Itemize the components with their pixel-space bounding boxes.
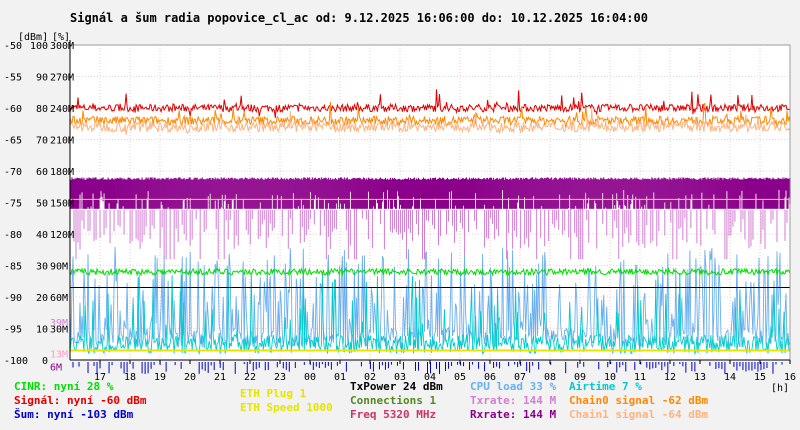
legend-chain0: Chain0 signal -62 dBm — [569, 394, 709, 407]
y-tick-dbm: -55 — [4, 73, 22, 84]
x-tick-label: 21 — [214, 372, 226, 383]
series-airtime — [69, 272, 791, 356]
y-tick-rate: 120M — [50, 230, 74, 241]
x-axis: 17 18 19 20 21 22 23 00 01 02 03 04 05 06 07 08 09 10 11 12… — [94, 360, 796, 383]
x-tick-label: 20 — [184, 372, 196, 383]
y-tick-rate: 300M — [50, 41, 74, 52]
x-tick-label: 03 — [394, 372, 406, 383]
series-line — [69, 109, 791, 135]
y-tick-rate: 240M — [50, 104, 74, 115]
legend-col-1: CINR: nyní 28 % Signál: nyní -60 dBm Šum… — [14, 380, 146, 422]
legend-signal: Signál: nyní -60 dBm — [14, 394, 147, 407]
y-tick-pct: 60 — [36, 167, 48, 178]
y-tick-dbm: -75 — [4, 199, 22, 210]
plot-area — [69, 40, 791, 374]
y-axis-label-dbm: [dBm] — [18, 32, 48, 43]
y-tick-dbm: -95 — [4, 325, 22, 336]
legend-eth-plug: ETH Plug 1 — [240, 387, 307, 400]
x-tick-label: 10 — [604, 372, 616, 383]
legend-col-3: TxPower 24 dBm Connections 1 Freq 5320 M… — [350, 380, 443, 422]
y-tick-rate: 210M — [50, 136, 74, 147]
y-tick-pct: 0 — [42, 356, 48, 367]
series-signál — [69, 89, 790, 118]
x-tick-label: 04 — [424, 372, 436, 383]
x-tick-label: 08 — [544, 372, 556, 383]
y-tick-dbm: -70 — [4, 167, 22, 178]
legend-connections: Connections 1 — [350, 394, 437, 407]
y-tick-rate: 150M — [50, 199, 74, 210]
small-rate-label: 39M — [50, 318, 68, 329]
small-rate-label: 6M — [50, 362, 62, 373]
x-tick-label: 12 — [664, 372, 676, 383]
x-tick-label: 18 — [124, 372, 136, 383]
x-tick-label: 15 — [754, 372, 766, 383]
y-tick-dbm: -80 — [4, 230, 22, 241]
y-tick-dbm: -90 — [4, 293, 22, 304]
y-tick-pct: 80 — [36, 104, 48, 115]
y-tick-dbm: -85 — [4, 262, 22, 273]
x-tick-label: 01 — [334, 372, 346, 383]
x-tick-label: 02 — [364, 372, 376, 383]
series-cpu-load — [69, 246, 791, 349]
legend-cpu-load: CPU load 33 % — [470, 380, 557, 393]
y-tick-pct: 10 — [36, 325, 48, 336]
y-tick-pct: 30 — [36, 262, 48, 273]
x-tick-label: 06 — [484, 372, 496, 383]
y-axis-label-pct: [%] — [52, 32, 70, 43]
series-cinr — [69, 267, 791, 277]
series-line — [69, 267, 791, 277]
y-tick-rate: 180M — [50, 167, 74, 178]
legend-airtime: Airtime 7 % — [569, 380, 642, 393]
y-tick-rate: 90M — [50, 262, 68, 273]
x-tick-label: 17 — [94, 372, 106, 383]
legend-col-2: ETH Plug 1 ETH Speed 1000 — [240, 387, 333, 415]
x-tick-label: 09 — [574, 372, 586, 383]
x-tick-label: 05 — [454, 372, 466, 383]
legend-rxrate: Rxrate: 144 M — [470, 408, 557, 421]
x-tick-label: 19 — [154, 372, 166, 383]
legend-eth-speed: ETH Speed 1000 — [240, 401, 333, 414]
legend-freq: Freq 5320 MHz — [350, 408, 437, 421]
y-tick-dbm: -100 — [4, 356, 28, 367]
y-tick-pct: 40 — [36, 230, 48, 241]
chart-title: Signál a šum radia popovice_cl_ac od: 9.… — [70, 11, 648, 26]
y-tick-pct: 20 — [36, 293, 48, 304]
legend-col-4: CPU load 33 % Txrate: 144 M Rxrate: 144 … — [470, 380, 556, 422]
y-tick-rate: 60M — [50, 293, 68, 304]
series-txrate — [69, 208, 788, 260]
series-chain1-signal — [69, 109, 791, 135]
x-axis-label: [h] — [771, 383, 789, 394]
x-tick-label: 23 — [274, 372, 286, 383]
x-tick-label: 22 — [244, 372, 256, 383]
x-tick-label: 00 — [304, 372, 316, 383]
series-rxrate — [69, 177, 791, 209]
x-tick-label: 13 — [694, 372, 706, 383]
y-tick-pct: 50 — [36, 199, 48, 210]
y-tick-dbm: -65 — [4, 136, 22, 147]
y-tick-rate: 270M — [50, 73, 74, 84]
legend-col-5: Airtime 7 % Chain0 signal -62 dBm Chain1… — [569, 380, 708, 422]
y-axis: -50 100 300M-55 90 270M-60 80 240M-65 70 210M-70… — [4, 41, 74, 373]
series-line — [69, 89, 790, 118]
series-line — [69, 246, 791, 349]
series-line — [69, 272, 791, 356]
y-tick-pct: 70 — [36, 136, 48, 147]
x-tick-label: 14 — [724, 372, 736, 383]
y-tick-dbm: -60 — [4, 104, 22, 115]
x-tick-label: 07 — [514, 372, 526, 383]
y-tick-pct: 90 — [36, 73, 48, 84]
y-tick-pct: 100 — [30, 41, 48, 52]
x-tick-label: 16 — [784, 372, 796, 383]
x-tick-label: 11 — [634, 372, 646, 383]
legend-cinr: CINR: nyní 28 % — [14, 380, 114, 393]
y-tick-rate: 30M — [50, 325, 68, 336]
series-šum — [72, 362, 783, 374]
legend-chain1: Chain1 signal -64 dBm — [569, 408, 709, 421]
y-tick-dbm: -50 — [4, 41, 22, 52]
legend-txpower: TxPower 24 dBm — [350, 380, 443, 393]
legend-txrate: Txrate: 144 M — [470, 394, 557, 407]
legend-noise: Šum: nyní -103 dBm — [14, 408, 134, 421]
small-rate-label: 13M — [50, 350, 68, 361]
